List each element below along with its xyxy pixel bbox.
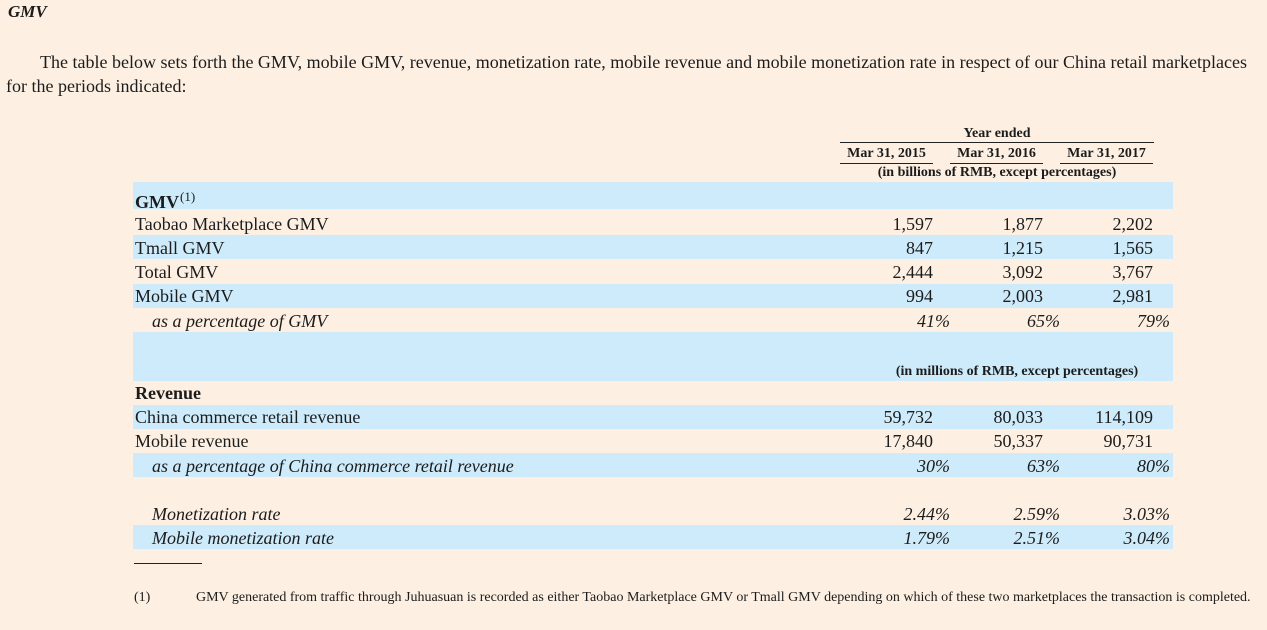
cell-value: 63% bbox=[1027, 456, 1060, 476]
row-band bbox=[133, 235, 1173, 259]
column-header-2015: Mar 31, 2015 bbox=[847, 146, 926, 161]
row-label: as a percentage of China commerce retail… bbox=[152, 456, 514, 476]
cell-value: 2.51% bbox=[1013, 528, 1061, 548]
row-label: China commerce retail revenue bbox=[135, 407, 361, 427]
cell-value: 2,981 bbox=[1112, 286, 1154, 306]
row-label: Monetization rate bbox=[152, 504, 281, 524]
cell-value: 79% bbox=[1137, 311, 1170, 331]
row-band bbox=[133, 284, 1173, 308]
cell-value: 1,877 bbox=[1002, 214, 1044, 234]
cell-value: 90,731 bbox=[1103, 431, 1154, 451]
row-label: Taobao Marketplace GMV bbox=[135, 214, 329, 234]
row-band bbox=[133, 525, 1173, 549]
footnote-separator bbox=[134, 563, 202, 564]
cell-value: 65% bbox=[1027, 311, 1060, 331]
column-rule-2016 bbox=[950, 163, 1043, 164]
cell-value: 30% bbox=[917, 456, 950, 476]
cell-value: 114,109 bbox=[1095, 407, 1153, 427]
row-band bbox=[133, 453, 1173, 477]
row-label: Mobile GMV bbox=[135, 286, 234, 306]
cell-value: 3.03% bbox=[1123, 504, 1171, 524]
cell-value: 50,337 bbox=[993, 431, 1044, 451]
column-header-2016: Mar 31, 2016 bbox=[957, 146, 1036, 161]
column-header-2017: Mar 31, 2017 bbox=[1067, 146, 1146, 161]
row-label: Tmall GMV bbox=[135, 238, 225, 258]
cell-value: 80,033 bbox=[993, 407, 1044, 427]
footnote-ref: (1) bbox=[180, 189, 196, 204]
row-label: Total GMV bbox=[135, 262, 219, 282]
intro-paragraph: The table below sets forth the GMV, mobi… bbox=[6, 52, 1247, 96]
column-rule-2015 bbox=[840, 163, 933, 164]
cell-value: 2,444 bbox=[892, 262, 934, 282]
cell-value: 59,732 bbox=[883, 407, 934, 427]
cell-value: 1,215 bbox=[1002, 238, 1044, 258]
year-ended-rule bbox=[840, 142, 1154, 143]
cell-value: 3.04% bbox=[1123, 528, 1171, 548]
cell-value: 1,565 bbox=[1112, 238, 1154, 258]
period-header: Year ended bbox=[963, 126, 1031, 141]
row-label: as a percentage of GMV bbox=[152, 311, 328, 331]
gmv-units-caption: (in billions of RMB, except percentages) bbox=[877, 165, 1117, 180]
gmv-section-title: GMV(1) bbox=[135, 189, 196, 212]
cell-value: 994 bbox=[906, 286, 933, 306]
row-label: Mobile monetization rate bbox=[152, 528, 334, 548]
cell-value: 17,840 bbox=[883, 431, 934, 451]
cell-value: 41% bbox=[917, 311, 950, 331]
cell-value: 847 bbox=[906, 238, 933, 258]
footnote-text: GMV generated from traffic through Juhua… bbox=[196, 590, 1251, 605]
cell-value: 3,092 bbox=[1002, 262, 1044, 282]
revenue-section-title: Revenue bbox=[135, 383, 201, 403]
cell-value: 3,767 bbox=[1112, 262, 1154, 282]
column-rule-2017 bbox=[1060, 163, 1153, 164]
row-band bbox=[133, 182, 1173, 209]
row-band bbox=[133, 332, 1173, 381]
cell-value: 1,597 bbox=[892, 214, 934, 234]
cell-value: 80% bbox=[1137, 456, 1170, 476]
cell-value: 1.79% bbox=[903, 528, 951, 548]
footnote-marker: (1) bbox=[134, 590, 151, 605]
cell-value: 2,202 bbox=[1112, 214, 1154, 234]
cell-value: 2.44% bbox=[903, 504, 951, 524]
cell-value: 2.59% bbox=[1013, 504, 1061, 524]
row-band bbox=[133, 405, 1173, 429]
cell-value: 2,003 bbox=[1002, 286, 1044, 306]
row-label: Mobile revenue bbox=[135, 431, 249, 451]
section-title: GMV bbox=[8, 2, 47, 21]
revenue-units-caption: (in millions of RMB, except percentages) bbox=[895, 364, 1139, 379]
